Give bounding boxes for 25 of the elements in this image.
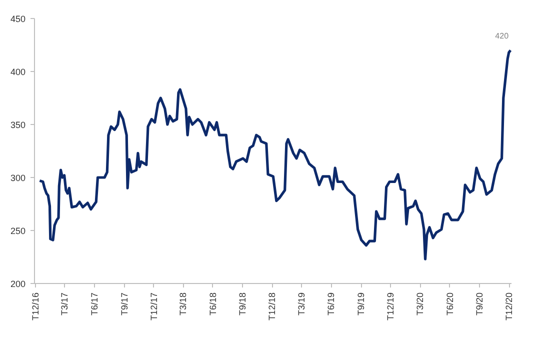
x-tick-label: T12/17 bbox=[148, 292, 159, 321]
x-tick-label: T12/19 bbox=[386, 292, 396, 321]
x-tick-label: T6/20 bbox=[444, 292, 455, 316]
x-tick-label: T12/18 bbox=[267, 292, 278, 321]
y-tick-label: 250 bbox=[10, 226, 26, 236]
x-tick-label: T3/20 bbox=[415, 292, 426, 316]
line-series bbox=[38, 49, 512, 260]
x-tick-label: T6/17 bbox=[89, 292, 100, 316]
x-tick-label: T3/18 bbox=[178, 292, 188, 316]
x-tick-label: T3/17 bbox=[60, 292, 70, 316]
y-tick-label: 450 bbox=[10, 14, 26, 24]
x-tick-label: T12/16 bbox=[30, 292, 40, 321]
x-tick-label: T6/19 bbox=[326, 292, 336, 316]
x-tick-label: T9/17 bbox=[119, 292, 130, 316]
x-tick-label: T9/19 bbox=[356, 292, 366, 316]
y-tick-label: 300 bbox=[10, 173, 26, 183]
y-tick-label: 350 bbox=[10, 120, 26, 130]
x-tick-label: T3/19 bbox=[296, 292, 306, 316]
x-tick-label: T9/20 bbox=[474, 292, 485, 316]
annotation: 420 bbox=[495, 31, 510, 40]
x-tick-label: T9/18 bbox=[238, 292, 248, 316]
y-tick-label: 200 bbox=[10, 279, 26, 289]
y-tick-label: 400 bbox=[10, 67, 26, 77]
x-tick-label: T12/20 bbox=[504, 292, 514, 321]
x-tick-label: T6/18 bbox=[208, 292, 218, 316]
